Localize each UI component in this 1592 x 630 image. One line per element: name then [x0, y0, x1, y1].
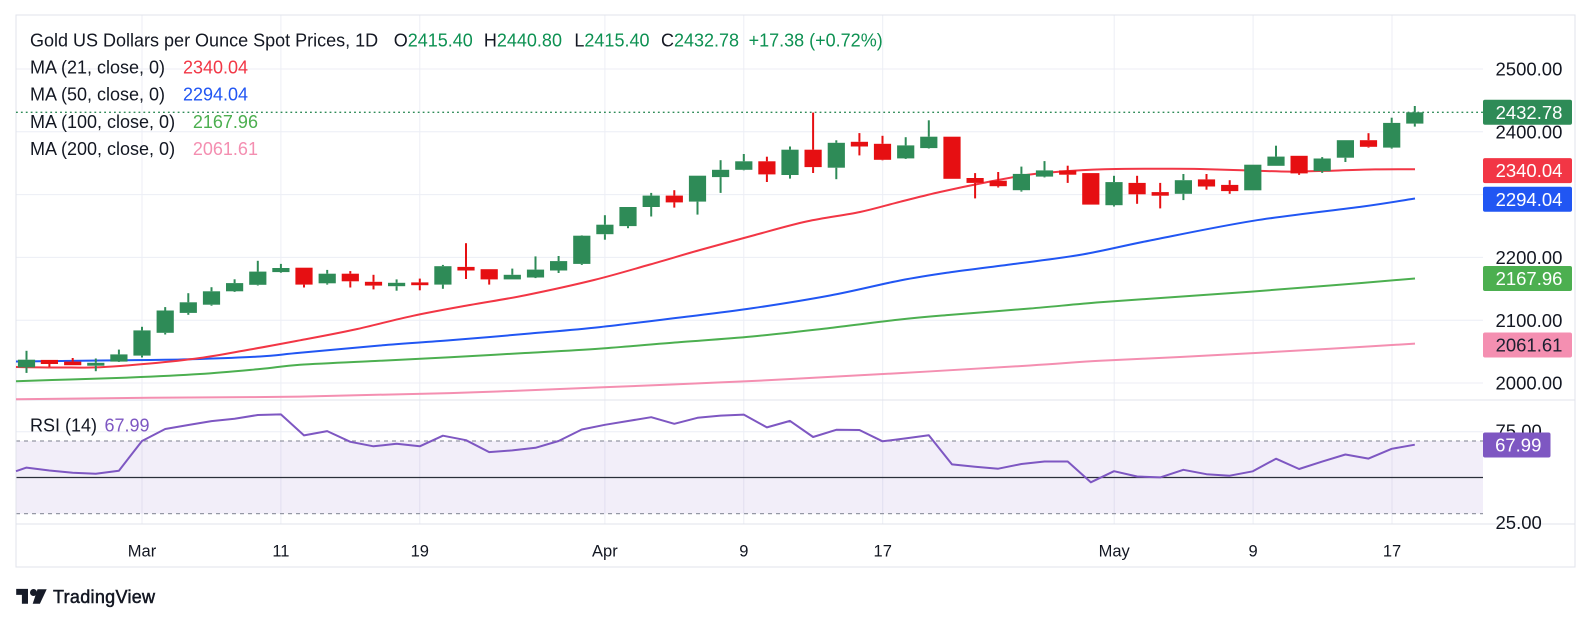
- svg-text:H2440.80: H2440.80: [484, 31, 562, 51]
- svg-text:RSI (14): RSI (14): [30, 416, 97, 436]
- svg-text:2294.04: 2294.04: [183, 85, 248, 105]
- svg-text:2167.96: 2167.96: [1496, 268, 1563, 289]
- svg-text:MA (21, close, 0): MA (21, close, 0): [30, 58, 165, 78]
- svg-text:2061.61: 2061.61: [1496, 335, 1563, 356]
- svg-text:Mar: Mar: [128, 543, 157, 561]
- svg-text:L2415.40: L2415.40: [574, 31, 649, 51]
- svg-text:25.00: 25.00: [1496, 512, 1542, 533]
- svg-text:2432.78: 2432.78: [1496, 102, 1563, 123]
- svg-text:O2415.40: O2415.40: [394, 31, 473, 51]
- svg-text:67.99: 67.99: [1495, 435, 1541, 456]
- svg-text:C2432.78: C2432.78: [661, 31, 739, 51]
- svg-text:2294.04: 2294.04: [1496, 189, 1563, 210]
- svg-text:TradingView: TradingView: [53, 587, 156, 607]
- svg-text:Apr: Apr: [592, 543, 618, 561]
- svg-text:19: 19: [411, 543, 429, 561]
- svg-text:+17.38 (+0.72%): +17.38 (+0.72%): [749, 31, 883, 51]
- svg-text:2100.00: 2100.00: [1496, 310, 1563, 331]
- svg-text:2167.96: 2167.96: [193, 112, 258, 132]
- svg-text:MA (100, close, 0): MA (100, close, 0): [30, 112, 175, 132]
- svg-text:MA (50, close, 0): MA (50, close, 0): [30, 85, 165, 105]
- svg-text:67.99: 67.99: [105, 416, 150, 436]
- svg-text:17: 17: [874, 543, 892, 561]
- svg-text:2500.00: 2500.00: [1496, 59, 1563, 80]
- svg-text:2400.00: 2400.00: [1496, 121, 1563, 142]
- svg-text:Gold US Dollars per Ounce Spot: Gold US Dollars per Ounce Spot Prices, 1…: [30, 31, 378, 51]
- svg-text:2061.61: 2061.61: [193, 139, 258, 159]
- svg-text:2000.00: 2000.00: [1496, 373, 1563, 394]
- svg-text:2340.04: 2340.04: [183, 58, 248, 78]
- svg-text:17: 17: [1383, 543, 1401, 561]
- svg-text:9: 9: [1249, 543, 1258, 561]
- svg-text:11: 11: [272, 543, 289, 561]
- svg-text:9: 9: [739, 543, 748, 561]
- svg-text:MA (200, close, 0): MA (200, close, 0): [30, 139, 175, 159]
- svg-text:2340.04: 2340.04: [1496, 160, 1563, 181]
- svg-text:May: May: [1099, 543, 1131, 561]
- svg-text:2200.00: 2200.00: [1496, 247, 1563, 268]
